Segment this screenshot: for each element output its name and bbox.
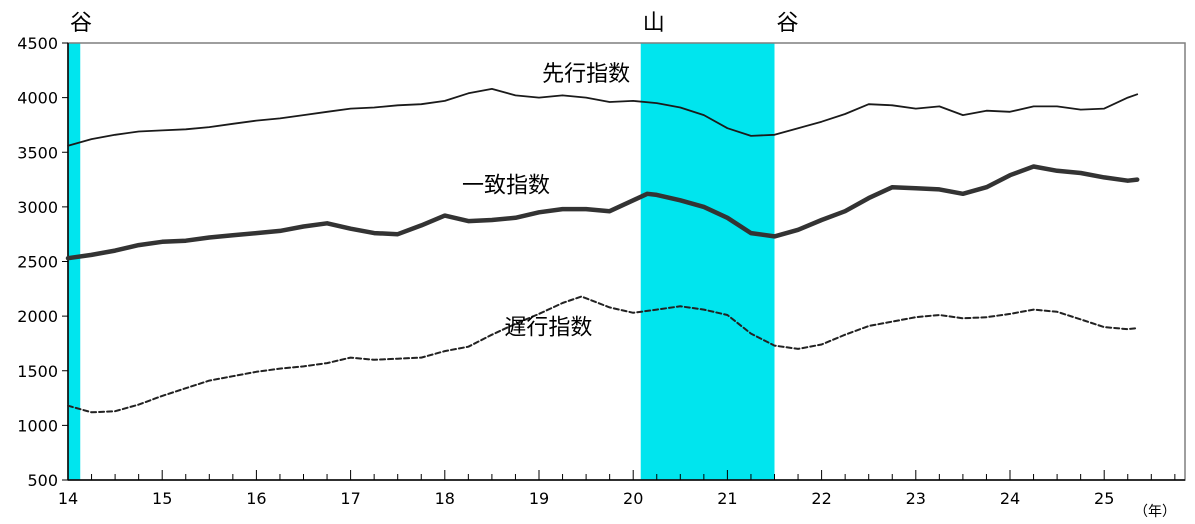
y-tick-label: 1000 [17,416,58,435]
y-tick-label: 2000 [17,307,58,326]
x-tick-label: 19 [529,489,549,508]
series-label-1: 一致指数 [462,174,550,199]
shading-layer [68,43,775,480]
x-tick-label: 21 [717,489,737,508]
cycle-marker-2: 谷 [777,11,799,36]
x-tick-label: 20 [623,489,643,508]
y-tick-label: 3500 [17,143,58,162]
label-layer: 500 1000 1500 2000 2500 3000 3500 4000 4500 14 15 1… [17,11,1176,520]
x-tick-label: 15 [152,489,172,508]
series-line-2 [67,295,1139,414]
y-tick-label: 3000 [17,198,58,217]
x-tick-label: 16 [246,489,266,508]
series-label-0: 先行指数 [542,62,630,87]
shaded-period-0 [68,43,81,480]
series-label-2: 遅行指数 [504,316,592,341]
x-tick-label: 22 [811,489,831,508]
y-tick-label: 4000 [17,89,58,108]
x-tick-label: 18 [435,489,455,508]
x-tick-label: 14 [58,489,78,508]
y-tick-label: 2500 [17,253,58,272]
cycle-marker-1: 山 [643,11,665,36]
y-tick-label: 4500 [17,34,58,53]
series-line-0 [67,88,1139,147]
x-tick-label: 24 [1000,489,1020,508]
series-layer [65,88,1140,414]
series-line-1 [65,164,1140,261]
x-tick-label: 25 [1094,489,1114,508]
y-tick-label: 500 [27,471,58,490]
x-tick-label: 23 [906,489,926,508]
shaded-period-1 [640,43,775,480]
axes-layer [62,42,1186,481]
plot-frame [67,42,1186,481]
x-axis-unit-label: （年） [1134,504,1176,520]
y-tick-label: 1500 [17,362,58,381]
x-tick-label: 17 [340,489,360,508]
cycle-marker-0: 谷 [70,11,92,36]
